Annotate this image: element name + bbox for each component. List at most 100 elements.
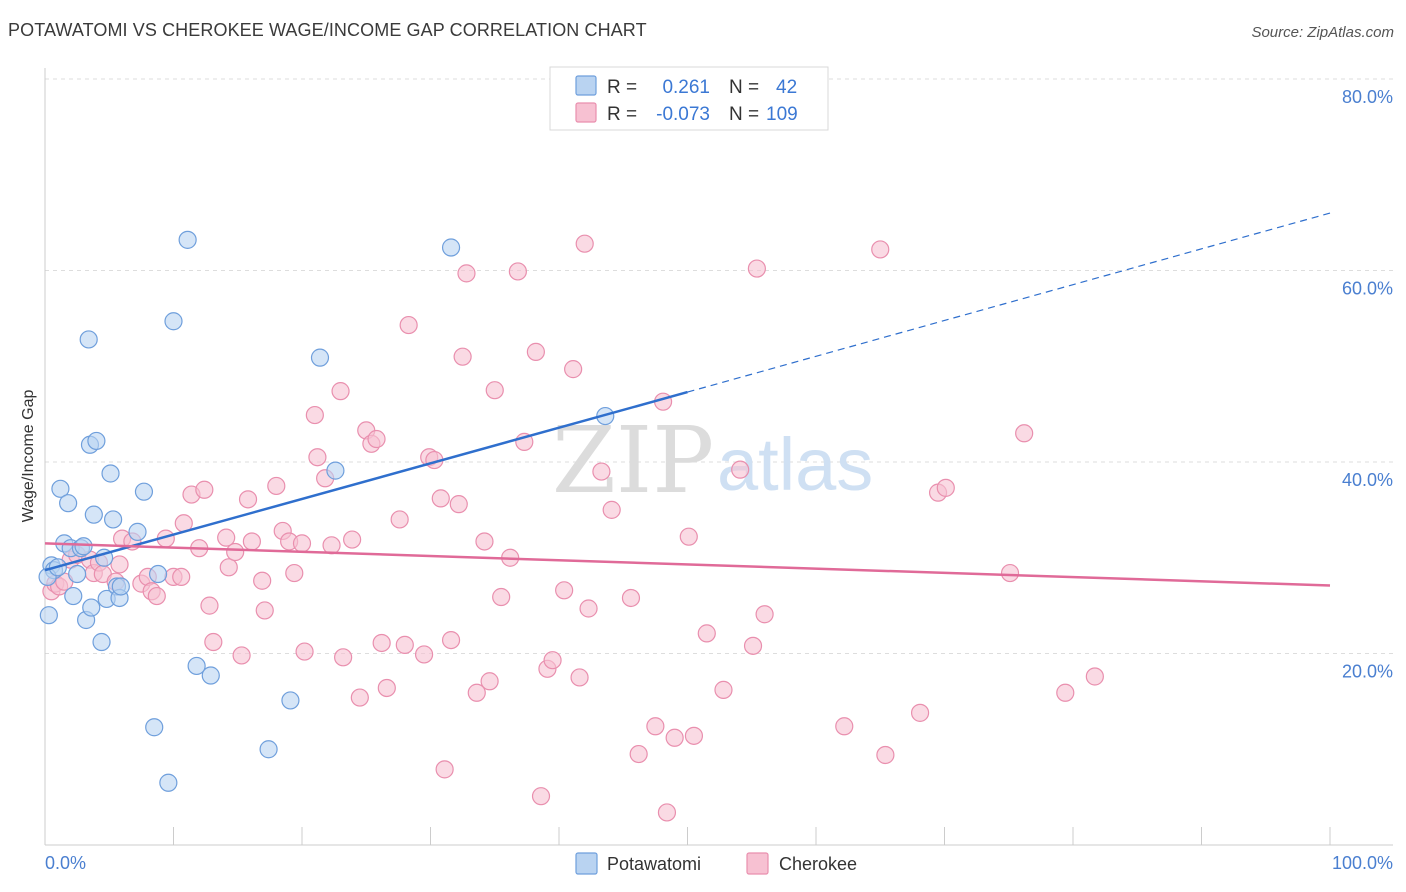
series-legend-swatch-potawatomi [575,852,598,875]
series-legend: Potawatomi Cherokee [575,852,857,875]
point-potawatomi-34 [259,740,278,759]
point-cherokee-33 [253,571,272,590]
x-tick-label-0: 0.0% [45,853,86,873]
point-cherokee-57 [414,645,434,664]
point-cherokee-26 [204,632,223,652]
series-legend-label-cherokee: Cherokee [779,854,857,874]
point-cherokee-84 [602,500,621,519]
point-cherokee-82 [579,599,598,618]
point-cherokee-92 [684,726,704,745]
point-cherokee-55 [395,635,414,654]
legend-n-value-1: 109 [766,104,798,125]
trend-lines [44,212,1331,587]
point-potawatomi-33 [201,666,220,685]
point-cherokee-25 [200,596,219,615]
legend-n-value-0: 42 [776,77,797,98]
point-potawatomi-16 [87,431,106,451]
chart-title: POTAWATOMI VS CHEROKEE WAGE/INCOME GAP C… [8,20,647,40]
point-cherokee-65 [457,264,476,283]
point-potawatomi-32 [187,656,206,676]
point-cherokee-83 [592,462,611,481]
point-cherokee-107 [1056,683,1075,702]
tick-labels: 20.0% 40.0% 60.0% 80.0% 0.0% 100.0% [45,87,1393,873]
point-cherokee-101 [876,745,895,765]
trend-line-potawatomi-extension [687,212,1331,393]
y-tick-label-2: 60.0% [1342,279,1393,299]
point-cherokee-61 [435,760,454,779]
data-points [38,230,1104,822]
point-cherokee-95 [731,460,750,479]
trend-line-cherokee [44,542,1331,587]
trend-line-potawatomi [44,390,688,572]
point-cherokee-62 [441,630,461,650]
point-cherokee-98 [755,605,774,624]
point-potawatomi-20 [101,464,120,483]
point-cherokee-38 [285,563,304,583]
point-potawatomi-17 [92,632,111,652]
point-cherokee-63 [449,495,468,514]
series-legend-swatch-cherokee [746,852,769,875]
point-potawatomi-26 [134,482,154,501]
point-potawatomi-35 [281,691,300,710]
point-cherokee-100 [871,240,890,259]
legend-r-label-1: R = [607,104,637,125]
point-cherokee-94 [714,680,733,699]
point-potawatomi-21 [104,510,123,529]
point-cherokee-52 [372,633,391,653]
point-cherokee-102 [910,703,930,722]
point-cherokee-81 [575,234,594,253]
point-cherokee-70 [492,587,511,607]
point-cherokee-99 [835,717,854,736]
point-cherokee-75 [531,787,551,806]
point-potawatomi-27 [145,718,164,737]
point-cherokee-53 [377,678,396,698]
point-cherokee-45 [331,382,350,401]
legend-n-label-1: N = [729,104,759,125]
point-potawatomi-28 [148,564,168,584]
point-cherokee-17 [147,586,166,606]
point-cherokee-96 [743,636,763,655]
legend-r-value-0: 0.261 [662,77,710,98]
point-cherokee-86 [629,744,648,764]
point-cherokee-64 [453,347,472,366]
point-potawatomi-7 [64,586,83,606]
point-cherokee-78 [555,581,574,600]
point-potawatomi-37 [326,461,345,480]
point-potawatomi-29 [159,773,178,792]
point-potawatomi-38 [441,238,461,257]
legend-swatch-cherokee [575,102,597,123]
point-cherokee-108 [1085,667,1104,686]
point-cherokee-51 [367,429,386,449]
point-potawatomi-10 [74,537,93,556]
point-cherokee-93 [697,624,716,643]
y-tick-label-1: 40.0% [1342,470,1393,490]
point-cherokee-11 [110,555,129,574]
y-tick-label-3: 80.0% [1342,87,1393,107]
point-cherokee-104 [936,478,955,497]
point-potawatomi-25 [128,522,147,541]
legend-n-label-0: N = [729,77,759,98]
stats-legend: R = 0.261 N = 42 R = -0.073 N = 109 [549,66,829,131]
x-tick-label-1: 100.0% [1332,853,1393,873]
point-cherokee-77 [543,651,562,670]
point-cherokee-80 [570,668,589,687]
gridlines [45,78,1393,654]
point-cherokee-79 [564,360,583,379]
point-potawatomi-3 [51,479,70,498]
point-potawatomi-0 [39,606,58,625]
y-axis-title: Wage/Income Gap [20,390,37,523]
point-cherokee-56 [399,315,418,335]
point-cherokee-89 [657,803,677,822]
legend-r-value-1: -0.073 [656,104,710,125]
point-cherokee-42 [308,448,327,467]
point-cherokee-105 [1000,563,1020,583]
point-cherokee-85 [621,588,641,608]
point-potawatomi-12 [79,330,98,349]
point-cherokee-69 [485,381,504,400]
point-cherokee-29 [226,542,245,562]
axes [44,68,1393,846]
point-cherokee-41 [305,405,324,425]
point-cherokee-106 [1015,424,1034,443]
point-cherokee-60 [431,489,450,508]
